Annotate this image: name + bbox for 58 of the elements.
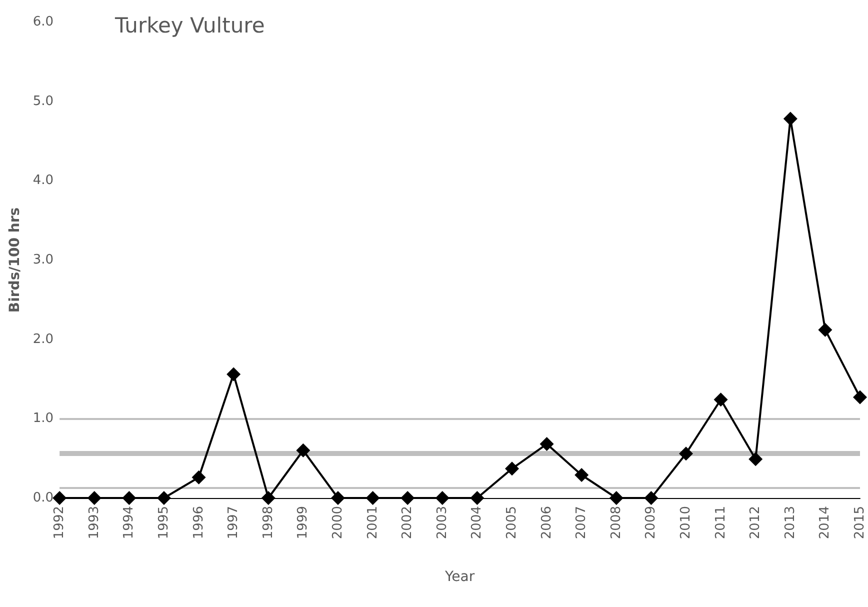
x-tick-label: 2001 bbox=[365, 506, 380, 540]
point bbox=[504, 462, 519, 476]
y-tick-label: 1.0 bbox=[32, 411, 54, 426]
point bbox=[644, 491, 658, 505]
x-tick-label: 2009 bbox=[644, 506, 659, 540]
y-axis-title: Birds/100 hrs bbox=[7, 207, 23, 313]
x-tick-label: 2015 bbox=[852, 506, 868, 540]
x-axis-title: Year bbox=[444, 569, 475, 585]
point bbox=[192, 470, 206, 484]
point bbox=[366, 491, 380, 505]
x-tick-label: 2014 bbox=[818, 506, 833, 540]
point bbox=[400, 491, 415, 505]
y-tick-label: 6.0 bbox=[32, 14, 54, 30]
x-tick-label: 2000 bbox=[330, 506, 346, 540]
point bbox=[470, 491, 484, 505]
x-tick-label: 2002 bbox=[400, 506, 416, 540]
point bbox=[122, 491, 136, 505]
point bbox=[52, 491, 67, 505]
point bbox=[853, 390, 867, 404]
x-tick-label: 2008 bbox=[608, 506, 624, 540]
point bbox=[714, 392, 728, 407]
x-tick-label: 2004 bbox=[470, 506, 485, 540]
x-tick-label: 2003 bbox=[434, 506, 450, 540]
x-tick-label: 2010 bbox=[678, 506, 694, 540]
x-tick-label: 2005 bbox=[504, 506, 520, 540]
x-tick-label: 2011 bbox=[713, 506, 728, 540]
point bbox=[435, 491, 450, 505]
x-tick-label: 1995 bbox=[156, 506, 172, 540]
point bbox=[226, 367, 241, 382]
point bbox=[609, 491, 624, 505]
point bbox=[540, 437, 554, 452]
point bbox=[748, 452, 763, 466]
point bbox=[574, 468, 589, 482]
point bbox=[818, 322, 832, 337]
x-tick-label: 2006 bbox=[539, 506, 554, 540]
point bbox=[330, 491, 345, 505]
x-tick-label: 2007 bbox=[574, 506, 590, 540]
x-tick-label: 1997 bbox=[226, 506, 242, 540]
x-tick-label: 1998 bbox=[260, 506, 276, 540]
point bbox=[261, 491, 276, 505]
y-tick-label: 3.0 bbox=[32, 252, 54, 268]
x-tick-label: 1992 bbox=[52, 506, 68, 540]
x-tick-label: 1996 bbox=[191, 506, 206, 540]
x-tick-label: 2013 bbox=[782, 506, 798, 540]
x-tick-label: 1994 bbox=[122, 506, 137, 540]
chart-title: Turkey Vulture bbox=[114, 14, 265, 38]
point bbox=[87, 491, 102, 505]
y-tick-label: 2.0 bbox=[32, 332, 54, 347]
point bbox=[678, 446, 693, 461]
x-tick-label: 1993 bbox=[86, 506, 102, 540]
point bbox=[296, 443, 310, 458]
point bbox=[783, 112, 798, 126]
point bbox=[156, 491, 171, 505]
y-tick-label: 5.0 bbox=[32, 94, 54, 109]
y-tick-label: 4.0 bbox=[32, 173, 54, 188]
x-tick-label: 1999 bbox=[296, 506, 311, 540]
x-tick-label: 2012 bbox=[748, 506, 764, 540]
y-tick-label: 0.0 bbox=[32, 490, 54, 506]
